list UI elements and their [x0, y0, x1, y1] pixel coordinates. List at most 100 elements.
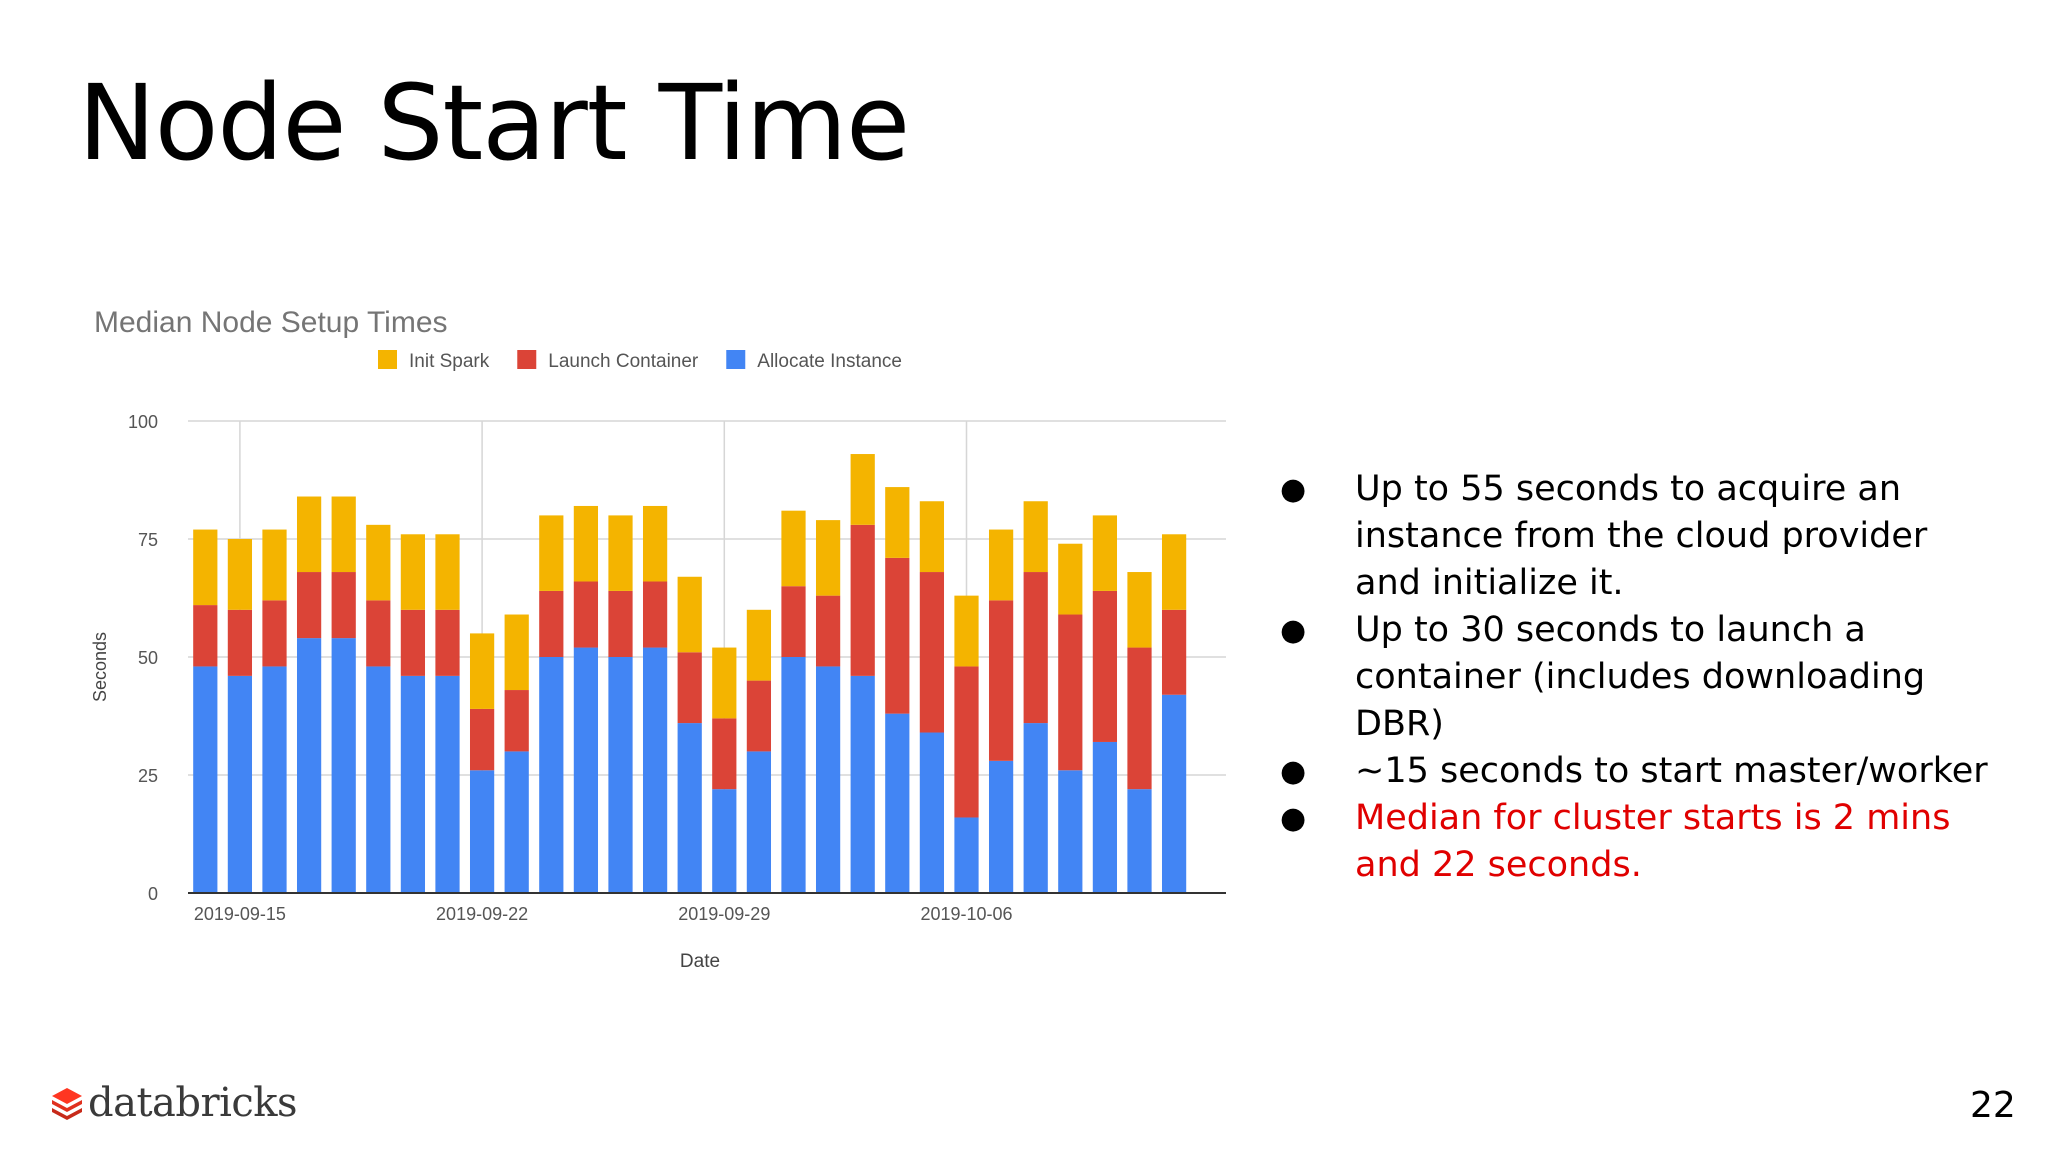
bar-segment [227, 675, 253, 893]
bar-segment [608, 657, 633, 893]
bullet-dot-icon: ● [1280, 754, 1307, 789]
bar-segment [1127, 647, 1152, 790]
bar-segment [746, 609, 772, 681]
bar-segment [504, 751, 529, 893]
bullet-item: ● Up to 30 seconds to launch a container … [1280, 607, 2000, 748]
bar-segment [296, 572, 322, 639]
bar-segment [262, 600, 287, 667]
bar-segment [781, 510, 806, 587]
legend-label: Init Spark [409, 351, 490, 372]
legend-swatch [517, 350, 537, 369]
bar-segment [954, 817, 979, 893]
bar-segment [469, 770, 495, 893]
bar-segment [400, 609, 426, 676]
bar-segment [885, 487, 910, 558]
bar-segment [1092, 741, 1118, 893]
bar-segment [815, 520, 841, 596]
bar-segment [712, 718, 737, 790]
y-tick-label: 75 [138, 530, 158, 550]
bar-segment [469, 633, 495, 709]
bar-segment [227, 609, 253, 676]
bar-segment [1058, 614, 1083, 771]
bar-segment [1161, 694, 1187, 893]
bar-segment [781, 586, 806, 657]
slide-title: Node Start Time [78, 62, 910, 184]
bar-segment [954, 666, 979, 818]
bullet-dot-icon: ● [1280, 801, 1307, 836]
bar-segment [262, 666, 287, 893]
x-axis-label: Date [680, 951, 720, 972]
legend-swatch [726, 350, 746, 369]
bar-segment [642, 505, 668, 582]
bar-segment [435, 609, 460, 676]
bar-segment [1023, 501, 1048, 573]
bar-segment [850, 454, 875, 525]
bar-segment [642, 647, 668, 893]
bullet-item: ● ~15 seconds to start master/worker [1280, 748, 2000, 795]
x-tick-label: 2019-09-15 [194, 904, 286, 924]
bar-segment [227, 539, 253, 610]
bar-segment [1127, 572, 1152, 648]
bar-segment [296, 496, 322, 573]
chart-title: Median Node Setup Times [94, 306, 448, 339]
bar-segment [1161, 609, 1187, 695]
bar-segment [435, 534, 460, 610]
bullet-list: ● Up to 55 seconds to acquire an instance… [1280, 466, 2000, 889]
bar-segment [469, 708, 495, 771]
bar-segment [677, 576, 702, 653]
legend-label: Launch Container [548, 351, 699, 372]
bar-segment [1161, 534, 1187, 610]
bar-segment [1058, 770, 1083, 893]
bar-segment [400, 534, 426, 610]
bar-segment [919, 732, 945, 893]
bar-segment [677, 723, 702, 893]
bar-segment [573, 505, 599, 582]
bar-segment [988, 529, 1014, 601]
bar-segment [677, 652, 702, 724]
y-tick-label: 25 [138, 766, 158, 786]
bar-segment [573, 647, 599, 893]
bar-segment [885, 713, 910, 893]
bar-segment [815, 595, 841, 667]
bar-segment [539, 590, 564, 657]
bar-segment [919, 501, 945, 573]
bar-segment [919, 572, 945, 733]
bar-segment [988, 600, 1014, 761]
chart-axes: 0 25 50 75 100 2019-09-15 2019-09-22 2019-09-29… [128, 412, 1226, 924]
y-tick-label: 100 [128, 412, 158, 432]
bullet-item: ● Median for cluster starts is 2 mins and… [1280, 795, 2000, 889]
bar-segment [1092, 590, 1118, 742]
bar-segment [296, 638, 322, 893]
bar-segment [608, 515, 633, 591]
stacked-bar-chart: Median Node Setup Times Init Spark Launch… [90, 306, 1226, 972]
page-number: 22 [1970, 1085, 2016, 1126]
databricks-logo-icon [52, 1088, 82, 1120]
bar-segment [815, 666, 841, 893]
bar-segment [193, 666, 218, 893]
x-tick-label: 2019-10-06 [920, 904, 1012, 924]
bar-segment [781, 657, 806, 893]
bar-segment [366, 600, 391, 667]
bar-segment [366, 524, 391, 601]
bar-segment [573, 581, 599, 648]
bar-segment [642, 581, 668, 648]
bar-segment [1023, 572, 1048, 724]
legend-label: Allocate Instance [757, 351, 902, 372]
bullet-dot-icon: ● [1280, 472, 1307, 507]
bar-segment [331, 572, 356, 639]
bar-segment [539, 515, 564, 591]
bar-segment [850, 675, 875, 893]
bar-segment [712, 647, 737, 719]
bar-segment [988, 760, 1014, 893]
bar-segment [712, 789, 737, 893]
bar-segment [746, 680, 772, 752]
bar-segment [954, 595, 979, 667]
logo-text: databricks [88, 1080, 298, 1126]
bar-segment [539, 657, 564, 893]
bar-segment [608, 590, 633, 657]
bar-segment [504, 614, 529, 691]
bar-segment [331, 496, 356, 573]
bar-segment [850, 524, 875, 676]
bar-segment [1127, 789, 1152, 893]
x-tick-label: 2019-09-29 [678, 904, 770, 924]
